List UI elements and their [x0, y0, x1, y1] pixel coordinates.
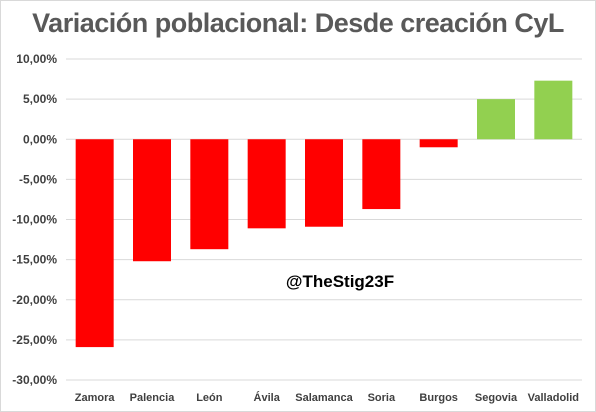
- bar-zamora: [75, 139, 114, 348]
- y-tick-label: -15,00%: [12, 253, 57, 267]
- bar-burgos: [419, 139, 458, 148]
- x-tick-label: Soria: [368, 392, 396, 404]
- bar-salamanca: [305, 139, 343, 227]
- bars: [75, 80, 573, 348]
- y-tick-label: 5,00%: [23, 92, 57, 106]
- x-tick-label: Ávila: [254, 391, 281, 404]
- watermark-annotation: @TheStig23F: [286, 272, 394, 291]
- bar-palencia: [133, 139, 171, 262]
- y-tick-label: -30,00%: [12, 373, 57, 387]
- bar-leon: [190, 139, 229, 250]
- x-tick-label: Segovia: [475, 392, 518, 404]
- y-tick-label: -10,00%: [12, 213, 57, 227]
- y-tick-label: -5,00%: [19, 172, 57, 186]
- x-axis-ticks: Zamora Palencia León Ávila Salamanca Soria Bur…: [75, 391, 579, 404]
- y-tick-label: 0,00%: [23, 132, 57, 146]
- x-tick-label: Salamanca: [295, 392, 353, 404]
- bar-valladolid: [534, 80, 573, 140]
- bar-avila: [247, 139, 286, 229]
- chart-title: Variación poblacional: Desde creación Cy…: [32, 8, 564, 38]
- x-tick-label: Palencia: [130, 392, 176, 404]
- bar-soria: [362, 139, 401, 210]
- x-tick-label: Burgos: [419, 392, 458, 404]
- x-tick-label: León: [196, 392, 223, 404]
- y-tick-label: 10,00%: [16, 52, 57, 66]
- y-tick-label: -25,00%: [12, 333, 57, 347]
- x-tick-label: Valladolid: [528, 392, 579, 404]
- x-tick-label: Zamora: [75, 392, 116, 404]
- y-tick-label: -20,00%: [12, 293, 57, 307]
- y-axis-ticks: 10,00% 5,00% 0,00% -5,00% -10,00% -15,00% -20,…: [12, 52, 57, 387]
- bar-segovia: [477, 99, 515, 140]
